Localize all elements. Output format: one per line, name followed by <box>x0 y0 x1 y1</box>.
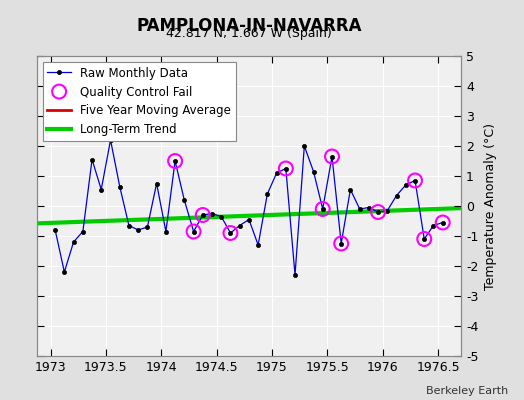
Raw Monthly Data <box>421 236 428 241</box>
Raw Monthly Data <box>116 184 123 189</box>
Raw Monthly Data <box>440 220 446 225</box>
Raw Monthly Data <box>163 229 169 234</box>
Raw Monthly Data <box>274 170 280 175</box>
Raw Monthly Data <box>70 240 77 244</box>
Legend: Raw Monthly Data, Quality Control Fail, Five Year Moving Average, Long-Term Tren: Raw Monthly Data, Quality Control Fail, … <box>42 62 236 141</box>
Raw Monthly Data <box>255 242 261 247</box>
Quality Control Fail <box>189 228 198 235</box>
Raw Monthly Data <box>61 270 68 274</box>
Y-axis label: Temperature Anomaly (°C): Temperature Anomaly (°C) <box>484 122 497 290</box>
Quality Control Fail <box>411 177 419 184</box>
Raw Monthly Data <box>200 213 206 218</box>
Raw Monthly Data <box>98 187 104 192</box>
Raw Monthly Data <box>338 241 344 246</box>
Quality Control Fail <box>319 206 327 212</box>
Raw Monthly Data <box>246 217 252 222</box>
Raw Monthly Data <box>394 193 400 198</box>
Raw Monthly Data <box>107 138 114 142</box>
Raw Monthly Data <box>292 273 298 278</box>
Raw Monthly Data <box>375 210 381 214</box>
Raw Monthly Data <box>89 157 95 162</box>
Text: Berkeley Earth: Berkeley Earth <box>426 386 508 396</box>
Raw Monthly Data <box>172 158 178 163</box>
Quality Control Fail <box>171 158 179 164</box>
Quality Control Fail <box>374 209 383 215</box>
Raw Monthly Data <box>209 211 215 216</box>
Raw Monthly Data <box>320 206 326 211</box>
Text: 42.817 N, 1.667 W (Spain): 42.817 N, 1.667 W (Spain) <box>166 26 332 40</box>
Raw Monthly Data <box>430 223 436 228</box>
Raw Monthly Data <box>347 187 354 192</box>
Raw Monthly Data <box>412 178 418 183</box>
Raw Monthly Data <box>310 169 316 174</box>
Raw Monthly Data <box>144 225 150 230</box>
Quality Control Fail <box>328 153 336 160</box>
Raw Monthly Data <box>236 223 243 228</box>
Title: PAMPLONA-IN-NAVARRA: PAMPLONA-IN-NAVARRA <box>136 17 362 35</box>
Raw Monthly Data <box>227 230 234 235</box>
Raw Monthly Data <box>264 192 270 196</box>
Raw Monthly Data <box>329 154 335 159</box>
Raw Monthly Data <box>80 229 86 234</box>
Raw Monthly Data <box>402 182 409 187</box>
Raw Monthly Data <box>218 214 224 219</box>
Raw Monthly Data <box>154 181 160 186</box>
Line: Raw Monthly Data: Raw Monthly Data <box>53 138 445 277</box>
Raw Monthly Data <box>301 144 308 148</box>
Quality Control Fail <box>337 240 345 247</box>
Raw Monthly Data <box>384 208 390 213</box>
Quality Control Fail <box>281 165 290 172</box>
Raw Monthly Data <box>181 198 188 202</box>
Quality Control Fail <box>420 236 429 242</box>
Raw Monthly Data <box>282 166 289 171</box>
Raw Monthly Data <box>190 229 196 234</box>
Raw Monthly Data <box>356 206 363 211</box>
Raw Monthly Data <box>52 228 58 232</box>
Raw Monthly Data <box>366 205 372 210</box>
Quality Control Fail <box>439 219 447 226</box>
Quality Control Fail <box>199 212 207 218</box>
Raw Monthly Data <box>126 223 132 228</box>
Raw Monthly Data <box>135 228 141 232</box>
Quality Control Fail <box>226 230 235 236</box>
